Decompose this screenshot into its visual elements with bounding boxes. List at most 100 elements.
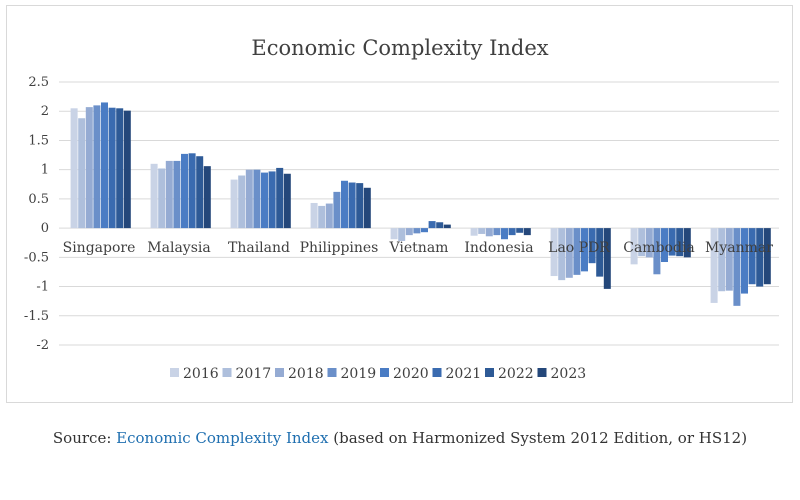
bar-indonesia-2023 (523, 228, 531, 236)
bar-cambodia-2022 (676, 228, 684, 257)
legend-label: 2017 (236, 366, 272, 382)
bar-cambodia-2020 (661, 228, 668, 263)
bar-lao-pdr-2020 (581, 228, 588, 272)
bar-myanmar-2022 (756, 228, 764, 287)
legend-swatch (275, 368, 284, 377)
category-label: Philippines (300, 240, 379, 256)
bar-malaysia-2023 (203, 166, 211, 229)
legend-swatch (485, 368, 494, 377)
chart-frame: Economic Complexity Index 2.5 2 1.5 1 0.5 0 -0… (6, 5, 793, 403)
bar-singapore-2016 (70, 108, 78, 229)
bar-vietnam-2016 (390, 228, 398, 240)
category-label: Thailand (228, 240, 290, 256)
bar-vietnam-2018 (405, 228, 413, 236)
source-link[interactable]: Economic Complexity Index (116, 429, 329, 447)
legend-label: 2019 (341, 366, 377, 382)
bar-singapore-2017 (78, 118, 86, 229)
bar-malaysia-2017 (158, 168, 166, 229)
bar-philippines-2021 (348, 182, 356, 229)
bar-lao-pdr-2016 (550, 228, 558, 277)
bar-cambodia-2018 (645, 228, 653, 258)
bar-myanmar-2020 (741, 228, 748, 294)
category-label: Lao PDR (548, 240, 610, 256)
bar-thailand-2020 (261, 172, 268, 229)
y-tick-label: -1.5 (24, 309, 49, 324)
bar-malaysia-2022 (196, 156, 204, 229)
bar-cambodia-2021 (668, 228, 676, 256)
chart-title: Economic Complexity Index (251, 36, 548, 60)
bar-myanmar-2023 (763, 228, 771, 285)
caption-prefix: Source: (52, 429, 117, 447)
bar-singapore-2018 (85, 107, 93, 229)
y-tick-label: 2 (41, 104, 49, 119)
bar-lao-pdr-2019 (573, 228, 581, 275)
bar-philippines-2020 (341, 180, 348, 229)
legend-label: 2020 (393, 366, 429, 382)
legend-label: 2021 (446, 366, 482, 382)
category-label: Cambodia (623, 240, 695, 256)
bar-lao-pdr-2022 (596, 228, 604, 277)
bar-philippines-2017 (318, 205, 326, 229)
legend-label: 2023 (551, 366, 587, 382)
bar-indonesia-2018 (485, 228, 493, 237)
legend-label: 2018 (288, 366, 324, 382)
bar-lao-pdr-2023 (603, 228, 611, 289)
bar-indonesia-2022 (516, 228, 524, 233)
bar-myanmar-2018 (725, 228, 733, 291)
bar-myanmar-2017 (718, 228, 726, 292)
source-caption: Source: Economic Complexity Index (based… (0, 429, 800, 447)
bar-thailand-2021 (268, 171, 276, 229)
bar-thailand-2022 (276, 167, 284, 229)
bar-indonesia-2017 (478, 228, 486, 234)
bar-thailand-2016 (230, 179, 238, 229)
y-axis-tick-labels: 2.5 2 1.5 1 0.5 0 -0.5 -1 -1.5 -2 (24, 75, 49, 353)
legend-swatch (170, 368, 179, 377)
bar-vietnam-2017 (398, 228, 406, 241)
y-tick-label: -2 (36, 338, 49, 353)
chart-svg: Economic Complexity Index 2.5 2 1.5 1 0.5 0 -0… (24, 36, 779, 382)
bar-cambodia-2023 (683, 228, 691, 258)
category-labels: Singapore Malaysia Thailand Philippines Viet… (63, 240, 774, 256)
bar-malaysia-2019 (173, 160, 181, 229)
category-label: Indonesia (464, 240, 533, 256)
y-tick-label: 0.5 (28, 192, 49, 207)
bar-lao-pdr-2021 (588, 228, 596, 264)
legend-label: 2022 (498, 366, 534, 382)
bar-singapore-2023 (123, 110, 131, 229)
bar-malaysia-2018 (165, 160, 173, 229)
category-label: Singapore (63, 240, 136, 256)
bar-cambodia-2019 (653, 228, 661, 275)
bar-vietnam-2019 (413, 228, 421, 234)
bar-indonesia-2016 (470, 228, 478, 236)
category-label: Malaysia (147, 240, 210, 256)
bar-vietnam-2023 (443, 224, 451, 229)
bar-singapore-2022 (116, 108, 124, 229)
bar-thailand-2019 (253, 169, 261, 229)
bar-indonesia-2019 (493, 228, 501, 236)
legend-swatch (222, 368, 232, 377)
bar-vietnam-2022 (436, 222, 444, 229)
bar-vietnam-2020 (421, 228, 428, 233)
bar-myanmar-2019 (733, 228, 741, 306)
bar-philippines-2016 (310, 202, 318, 229)
bar-malaysia-2021 (188, 153, 196, 229)
bar-philippines-2019 (333, 191, 341, 229)
caption-suffix: (based on Harmonized System 2012 Edition… (328, 429, 748, 447)
bar-singapore-2020 (101, 102, 108, 229)
bar-singapore-2021 (108, 107, 116, 229)
bar-philippines-2018 (325, 203, 333, 229)
bar-thailand-2018 (245, 169, 253, 229)
bar-indonesia-2021 (508, 228, 516, 236)
y-tick-label: 2.5 (28, 75, 49, 90)
y-tick-label: 0 (41, 221, 49, 236)
bar-thailand-2023 (283, 173, 291, 229)
bar-cambodia-2017 (638, 228, 646, 257)
bar-myanmar-2021 (748, 228, 756, 285)
bar-lao-pdr-2017 (558, 228, 566, 281)
bar-thailand-2017 (238, 175, 246, 229)
y-tick-label: -1 (36, 280, 49, 295)
y-tick-label: -0.5 (24, 250, 49, 265)
y-tick-label: 1 (41, 163, 49, 178)
bar-philippines-2022 (356, 183, 364, 229)
bar-malaysia-2016 (150, 163, 158, 229)
